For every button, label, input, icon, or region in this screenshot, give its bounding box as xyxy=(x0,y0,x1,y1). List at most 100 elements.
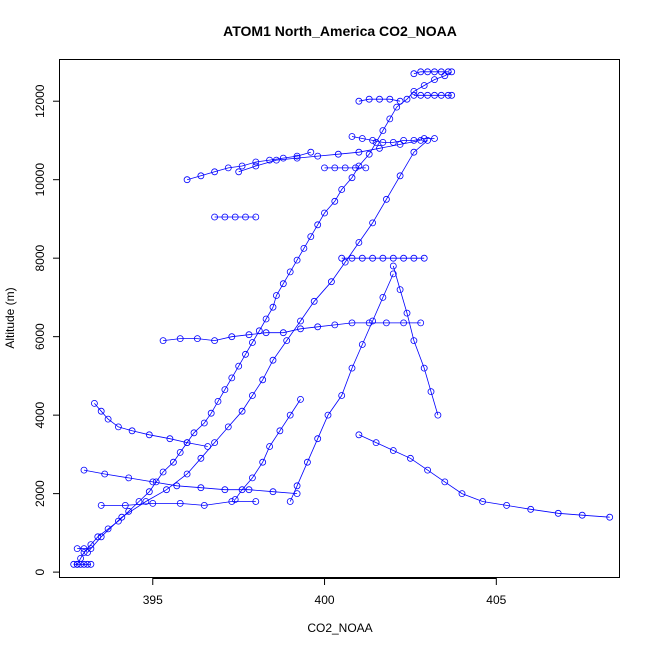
data-point xyxy=(448,91,456,99)
series-7 xyxy=(410,91,456,99)
data-point xyxy=(365,95,373,103)
data-point xyxy=(310,297,318,305)
data-point xyxy=(238,407,246,415)
data-point xyxy=(115,517,122,525)
data-point xyxy=(272,292,280,299)
data-point xyxy=(118,513,126,521)
data-point xyxy=(248,392,256,399)
data-point xyxy=(297,317,304,325)
data-point xyxy=(169,458,177,466)
data-point xyxy=(266,443,274,450)
data-point xyxy=(235,362,243,370)
data-point xyxy=(400,136,408,144)
series-line xyxy=(83,469,298,494)
series-8 xyxy=(410,68,452,78)
data-point xyxy=(431,135,438,142)
data-point xyxy=(221,486,229,494)
data-point xyxy=(410,337,418,345)
data-point xyxy=(321,164,328,172)
data-point xyxy=(331,164,339,172)
data-point xyxy=(355,239,363,246)
data-point xyxy=(173,482,181,490)
data-point xyxy=(431,76,438,83)
series-line xyxy=(358,434,610,518)
x-axis: 395 400 405 xyxy=(143,578,507,607)
data-point xyxy=(80,549,88,556)
data-point xyxy=(269,303,277,311)
data-point xyxy=(80,545,88,552)
series-20 xyxy=(70,560,95,568)
data-point xyxy=(424,91,432,99)
plot-area xyxy=(70,68,614,568)
data-point xyxy=(211,213,219,221)
data-point xyxy=(307,148,315,156)
y-axis: 0 2000 4000 6000 8000 10000 12000 xyxy=(33,84,60,575)
data-point xyxy=(358,341,366,348)
data-point xyxy=(293,152,301,160)
data-point xyxy=(87,545,95,552)
data-point xyxy=(376,95,383,103)
data-point xyxy=(355,148,363,156)
data-point xyxy=(365,319,373,327)
data-point xyxy=(338,186,346,193)
data-point xyxy=(238,486,246,494)
data-point xyxy=(149,499,157,507)
data-point xyxy=(80,560,88,568)
data-point xyxy=(87,560,95,568)
data-point xyxy=(314,435,322,443)
series-line xyxy=(289,273,394,502)
data-point xyxy=(441,72,449,80)
data-point xyxy=(200,419,208,427)
data-point xyxy=(214,397,222,405)
data-point xyxy=(193,335,201,343)
data-point xyxy=(183,176,191,184)
data-point xyxy=(434,411,442,419)
data-point xyxy=(479,498,487,505)
data-point xyxy=(379,138,387,146)
data-point xyxy=(338,392,346,399)
data-point xyxy=(228,498,236,505)
data-point xyxy=(437,68,445,76)
data-point xyxy=(341,164,349,172)
data-point xyxy=(231,213,239,221)
data-point xyxy=(84,560,91,568)
data-point xyxy=(211,168,219,176)
data-point xyxy=(286,268,294,276)
data-point xyxy=(410,91,418,99)
data-point xyxy=(91,399,98,407)
data-point xyxy=(149,478,157,486)
data-point xyxy=(104,415,112,423)
data-point xyxy=(97,407,105,415)
data-point xyxy=(197,454,205,462)
data-point xyxy=(403,309,411,317)
y-tick-label: 0 xyxy=(33,568,47,575)
series-line xyxy=(392,265,439,416)
data-point xyxy=(389,138,397,146)
data-point xyxy=(73,560,81,568)
data-point xyxy=(269,488,277,496)
y-tick-label: 4000 xyxy=(33,401,47,428)
data-point xyxy=(197,172,205,180)
data-point xyxy=(252,162,260,170)
data-point xyxy=(73,545,81,552)
series-line xyxy=(358,98,401,102)
data-point xyxy=(424,466,432,474)
data-point xyxy=(307,233,315,241)
series-1 xyxy=(84,136,432,556)
data-point xyxy=(159,337,167,345)
series-line xyxy=(76,71,452,565)
data-point xyxy=(331,197,339,205)
y-axis-label: Altitude (m) xyxy=(3,287,17,348)
data-point xyxy=(348,319,356,327)
x-tick-label: 395 xyxy=(143,593,163,607)
x-axis-label: CO2_NOAA xyxy=(307,621,372,635)
data-point xyxy=(389,254,397,262)
data-point xyxy=(303,458,311,466)
data-point xyxy=(245,331,253,339)
data-point xyxy=(204,443,212,450)
data-point xyxy=(248,474,256,482)
series-line xyxy=(238,140,421,173)
data-point xyxy=(400,319,408,327)
data-point xyxy=(396,172,404,180)
data-point xyxy=(396,97,404,105)
